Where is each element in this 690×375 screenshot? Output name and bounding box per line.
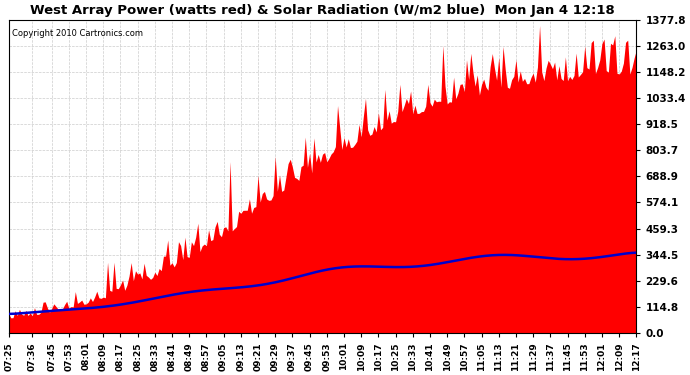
Text: Copyright 2010 Cartronics.com: Copyright 2010 Cartronics.com: [12, 29, 143, 38]
Title: West Array Power (watts red) & Solar Radiation (W/m2 blue)  Mon Jan 4 12:18: West Array Power (watts red) & Solar Rad…: [30, 4, 615, 17]
